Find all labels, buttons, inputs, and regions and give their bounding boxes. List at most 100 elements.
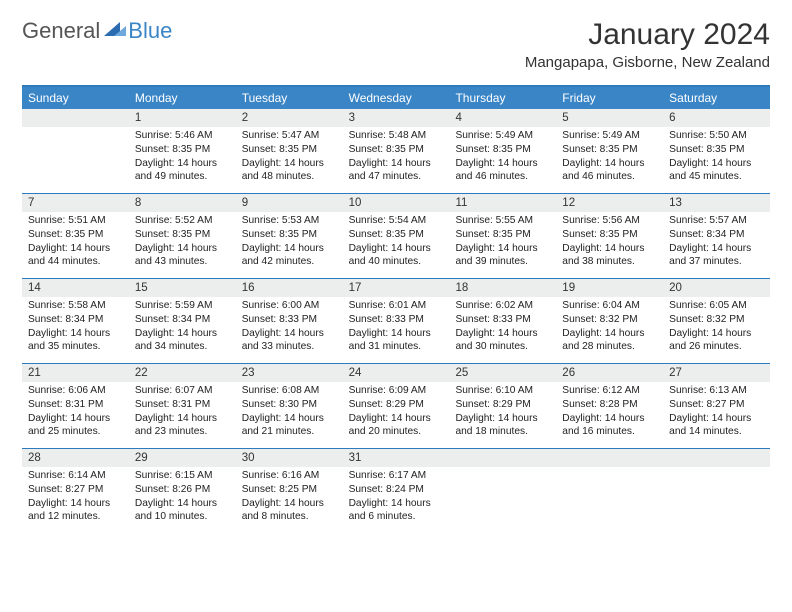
cell-body: Sunrise: 5:58 AMSunset: 8:34 PMDaylight:… xyxy=(22,297,129,363)
cell-body: Sunrise: 6:02 AMSunset: 8:33 PMDaylight:… xyxy=(449,297,556,363)
sunset-text: Sunset: 8:32 PM xyxy=(669,313,764,327)
sunset-text: Sunset: 8:29 PM xyxy=(455,398,550,412)
sunset-text: Sunset: 8:29 PM xyxy=(349,398,444,412)
sunset-text: Sunset: 8:35 PM xyxy=(242,228,337,242)
cell-body: Sunrise: 5:54 AMSunset: 8:35 PMDaylight:… xyxy=(343,212,450,278)
daylight1-text: Daylight: 14 hours xyxy=(135,327,230,341)
day-number xyxy=(663,449,770,467)
day-number: 24 xyxy=(343,364,450,382)
daylight1-text: Daylight: 14 hours xyxy=(669,157,764,171)
cell-body: Sunrise: 6:10 AMSunset: 8:29 PMDaylight:… xyxy=(449,382,556,448)
day-number: 30 xyxy=(236,449,343,467)
sunrise-text: Sunrise: 5:53 AM xyxy=(242,214,337,228)
daylight1-text: Daylight: 14 hours xyxy=(242,497,337,511)
dow-thursday: Thursday xyxy=(449,87,556,109)
sunrise-text: Sunrise: 6:01 AM xyxy=(349,299,444,313)
day-number: 13 xyxy=(663,194,770,212)
daylight1-text: Daylight: 14 hours xyxy=(242,327,337,341)
calendar-cell: 21Sunrise: 6:06 AMSunset: 8:31 PMDayligh… xyxy=(22,364,129,448)
daylight2-text: and 45 minutes. xyxy=(669,170,764,184)
sunrise-text: Sunrise: 5:57 AM xyxy=(669,214,764,228)
calendar-cell: 26Sunrise: 6:12 AMSunset: 8:28 PMDayligh… xyxy=(556,364,663,448)
daylight1-text: Daylight: 14 hours xyxy=(455,412,550,426)
sunset-text: Sunset: 8:35 PM xyxy=(135,143,230,157)
daylight1-text: Daylight: 14 hours xyxy=(349,327,444,341)
day-number: 21 xyxy=(22,364,129,382)
day-number: 7 xyxy=(22,194,129,212)
sunset-text: Sunset: 8:34 PM xyxy=(28,313,123,327)
dow-sunday: Sunday xyxy=(22,87,129,109)
daylight2-text: and 42 minutes. xyxy=(242,255,337,269)
day-number: 9 xyxy=(236,194,343,212)
cell-body: Sunrise: 6:00 AMSunset: 8:33 PMDaylight:… xyxy=(236,297,343,363)
sunrise-text: Sunrise: 6:02 AM xyxy=(455,299,550,313)
sunset-text: Sunset: 8:25 PM xyxy=(242,483,337,497)
daylight2-text: and 18 minutes. xyxy=(455,425,550,439)
daylight2-text: and 38 minutes. xyxy=(562,255,657,269)
day-number: 26 xyxy=(556,364,663,382)
daylight2-text: and 40 minutes. xyxy=(349,255,444,269)
sunset-text: Sunset: 8:35 PM xyxy=(349,228,444,242)
calendar-cell: 6Sunrise: 5:50 AMSunset: 8:35 PMDaylight… xyxy=(663,109,770,193)
calendar-cell: 17Sunrise: 6:01 AMSunset: 8:33 PMDayligh… xyxy=(343,279,450,363)
daylight2-text: and 35 minutes. xyxy=(28,340,123,354)
day-number: 23 xyxy=(236,364,343,382)
day-number: 12 xyxy=(556,194,663,212)
cell-body: Sunrise: 6:14 AMSunset: 8:27 PMDaylight:… xyxy=(22,467,129,533)
sunset-text: Sunset: 8:35 PM xyxy=(455,143,550,157)
day-of-week-row: Sunday Monday Tuesday Wednesday Thursday… xyxy=(22,87,770,109)
sunset-text: Sunset: 8:34 PM xyxy=(669,228,764,242)
sunset-text: Sunset: 8:33 PM xyxy=(349,313,444,327)
location: Mangapapa, Gisborne, New Zealand xyxy=(525,54,770,71)
sunrise-text: Sunrise: 6:06 AM xyxy=(28,384,123,398)
dow-friday: Friday xyxy=(556,87,663,109)
daylight2-text: and 46 minutes. xyxy=(562,170,657,184)
daylight1-text: Daylight: 14 hours xyxy=(28,327,123,341)
daylight2-text: and 34 minutes. xyxy=(135,340,230,354)
sunrise-text: Sunrise: 6:16 AM xyxy=(242,469,337,483)
day-number: 29 xyxy=(129,449,236,467)
dow-tuesday: Tuesday xyxy=(236,87,343,109)
cell-body xyxy=(556,467,663,533)
sunset-text: Sunset: 8:27 PM xyxy=(28,483,123,497)
sunrise-text: Sunrise: 5:49 AM xyxy=(562,129,657,143)
calendar-cell: 27Sunrise: 6:13 AMSunset: 8:27 PMDayligh… xyxy=(663,364,770,448)
day-number: 4 xyxy=(449,109,556,127)
sunset-text: Sunset: 8:35 PM xyxy=(135,228,230,242)
logo: General Blue xyxy=(22,18,172,44)
calendar-cell: 25Sunrise: 6:10 AMSunset: 8:29 PMDayligh… xyxy=(449,364,556,448)
calendar-cell: 12Sunrise: 5:56 AMSunset: 8:35 PMDayligh… xyxy=(556,194,663,278)
day-number xyxy=(449,449,556,467)
calendar-cell: 20Sunrise: 6:05 AMSunset: 8:32 PMDayligh… xyxy=(663,279,770,363)
cell-body: Sunrise: 6:07 AMSunset: 8:31 PMDaylight:… xyxy=(129,382,236,448)
daylight2-text: and 8 minutes. xyxy=(242,510,337,524)
calendar-cell: 22Sunrise: 6:07 AMSunset: 8:31 PMDayligh… xyxy=(129,364,236,448)
logo-text-blue: Blue xyxy=(128,18,172,44)
header: General Blue January 2024 Mangapapa, Gis… xyxy=(22,18,770,71)
calendar-cell: 30 Sunrise: 6:16 AMSunset: 8:25 PMDayligh… xyxy=(236,449,343,533)
daylight1-text: Daylight: 14 hours xyxy=(135,242,230,256)
calendar-cell: 4Sunrise: 5:49 AMSunset: 8:35 PMDaylight… xyxy=(449,109,556,193)
sunset-text: Sunset: 8:34 PM xyxy=(135,313,230,327)
sunset-text: Sunset: 8:35 PM xyxy=(242,143,337,157)
week-row: 14Sunrise: 5:58 AMSunset: 8:34 PMDayligh… xyxy=(22,278,770,363)
sunrise-text: Sunrise: 6:17 AM xyxy=(349,469,444,483)
cell-body: Sunrise: 5:48 AMSunset: 8:35 PMDaylight:… xyxy=(343,127,450,193)
day-number: 22 xyxy=(129,364,236,382)
sunrise-text: Sunrise: 6:08 AM xyxy=(242,384,337,398)
daylight1-text: Daylight: 14 hours xyxy=(669,327,764,341)
sunset-text: Sunset: 8:26 PM xyxy=(135,483,230,497)
calendar-cell: 11Sunrise: 5:55 AMSunset: 8:35 PMDayligh… xyxy=(449,194,556,278)
sunrise-text: Sunrise: 5:56 AM xyxy=(562,214,657,228)
sunrise-text: Sunrise: 6:05 AM xyxy=(669,299,764,313)
calendar-cell: 13Sunrise: 5:57 AMSunset: 8:34 PMDayligh… xyxy=(663,194,770,278)
day-number: 18 xyxy=(449,279,556,297)
sunrise-text: Sunrise: 5:51 AM xyxy=(28,214,123,228)
daylight1-text: Daylight: 14 hours xyxy=(455,327,550,341)
week-row: 7Sunrise: 5:51 AMSunset: 8:35 PMDaylight… xyxy=(22,193,770,278)
cell-body: Sunrise: 5:55 AMSunset: 8:35 PMDaylight:… xyxy=(449,212,556,278)
sunrise-text: Sunrise: 5:54 AM xyxy=(349,214,444,228)
cell-body: Sunrise: 5:59 AMSunset: 8:34 PMDaylight:… xyxy=(129,297,236,363)
calendar-cell xyxy=(22,109,129,193)
cell-body: Sunrise: 5:47 AMSunset: 8:35 PMDaylight:… xyxy=(236,127,343,193)
